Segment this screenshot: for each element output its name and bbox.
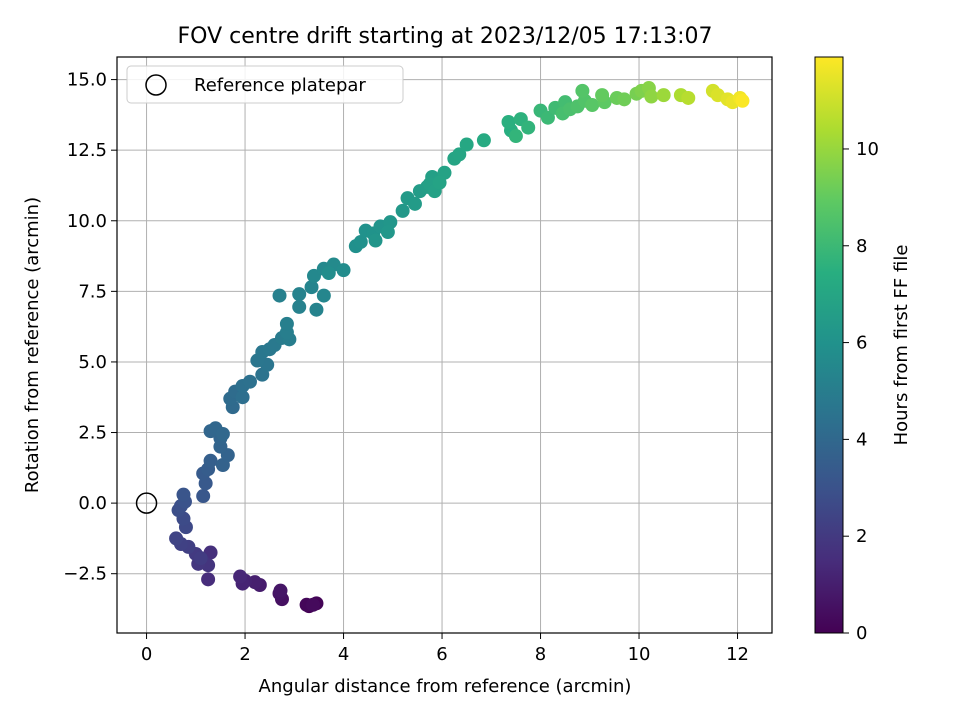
data-point	[336, 263, 351, 278]
data-point	[508, 129, 523, 144]
colorbar-label: Hours from first FF file	[891, 245, 912, 446]
data-point	[309, 302, 324, 317]
y-tick-label: 0.0	[78, 493, 107, 514]
data-point	[273, 583, 288, 598]
y-tick-label: 7.5	[78, 281, 107, 302]
data-point	[176, 487, 191, 502]
legend-marker-icon	[145, 74, 167, 96]
data-point	[476, 133, 491, 148]
x-tick-label: 4	[338, 644, 349, 665]
data-point	[233, 569, 248, 584]
data-point	[407, 196, 422, 211]
data-point	[452, 147, 467, 162]
data-point	[735, 93, 750, 108]
data-point	[196, 489, 211, 504]
data-point	[395, 203, 410, 218]
y-tick-label: 12.5	[67, 140, 107, 161]
data-point	[617, 92, 632, 107]
data-point	[235, 390, 250, 405]
x-tick-label: 2	[239, 644, 250, 665]
x-axis-ticks: 0 2 4 6 8 10 12	[141, 633, 749, 665]
colorbar: 0 2 4 6 8 10 Hours from first FF file	[814, 56, 912, 644]
data-point	[432, 175, 447, 190]
data-point	[368, 233, 383, 248]
x-tick-label: 8	[535, 644, 546, 665]
y-tick-label: 10.0	[67, 211, 107, 232]
colorbar-ticks: 0 2 4 6 8 10	[843, 139, 879, 644]
data-point	[353, 234, 368, 249]
data-point	[292, 287, 307, 302]
data-point	[215, 426, 230, 441]
y-tick-label: 2.5	[78, 423, 107, 444]
data-point	[540, 110, 555, 125]
colorbar-gradient	[814, 56, 844, 634]
x-tick-label: 12	[726, 644, 749, 665]
data-point	[292, 299, 307, 314]
data-point	[459, 137, 474, 152]
x-axis-label: Angular distance from reference (arcmin)	[259, 676, 632, 697]
x-tick-label: 6	[436, 644, 447, 665]
data-point	[272, 288, 287, 303]
data-point	[321, 266, 336, 280]
colorbar-tick-label: 2	[856, 526, 867, 547]
data-point	[203, 453, 218, 468]
data-point	[656, 88, 671, 103]
data-points	[169, 81, 750, 614]
y-axis-label: Rotation from reference (arcmin)	[22, 197, 43, 493]
colorbar-tick-label: 8	[856, 236, 867, 257]
data-point	[521, 120, 536, 135]
colorbar-tick-label: 6	[856, 333, 867, 354]
data-point	[644, 89, 659, 104]
data-point	[501, 114, 516, 129]
data-point	[595, 88, 610, 103]
data-point	[380, 225, 395, 240]
colorbar-tick-label: 0	[856, 623, 867, 644]
legend: Reference platepar	[126, 65, 404, 104]
legend-label: Reference platepar	[194, 75, 366, 96]
grid-lines	[117, 57, 772, 633]
reference-platepar-marker	[135, 492, 158, 514]
colorbar-tick-label: 10	[856, 139, 879, 160]
y-tick-label: 5.0	[78, 352, 107, 373]
data-point	[306, 268, 321, 283]
y-tick-label: 15.0	[67, 70, 107, 91]
plot-frame	[116, 56, 773, 634]
data-point	[201, 572, 216, 587]
data-point	[304, 280, 319, 295]
data-point	[316, 288, 331, 303]
data-point	[306, 597, 321, 612]
x-tick-label: 0	[141, 644, 152, 665]
data-point	[279, 316, 294, 331]
chart-title: FOV centre drift starting at 2023/12/05 …	[178, 24, 713, 49]
data-point	[585, 98, 600, 112]
y-tick-label: −2.5	[63, 564, 107, 585]
x-tick-label: 10	[628, 644, 651, 665]
data-point	[242, 374, 257, 389]
data-point	[169, 531, 184, 546]
colorbar-tick-label: 4	[856, 429, 867, 450]
y-axis-ticks: −2.5 0.0 2.5 5.0 7.5 10.0 12.5 15.0	[63, 70, 117, 585]
data-point	[681, 90, 696, 105]
data-point	[575, 83, 590, 98]
data-point	[193, 551, 208, 566]
